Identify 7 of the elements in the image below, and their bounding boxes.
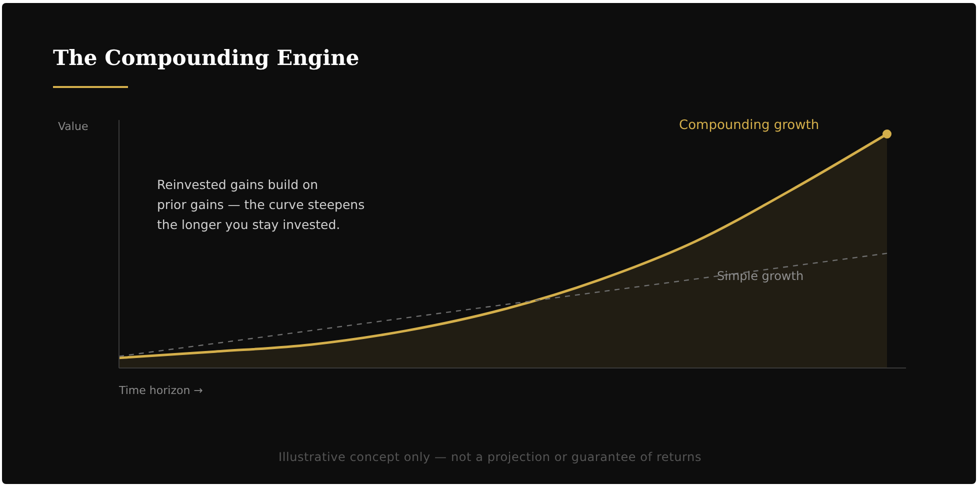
- text: Illustrative concept only — not a projection or guarantee of returns: [277, 450, 702, 464]
- text: Compounding growth: [679, 118, 820, 133]
- annotation: Reinvested gains build on prior gains — the curve steepens the longer you stay invested.: [157, 176, 365, 234]
- y-axis-title: Value: [58, 120, 88, 133]
- x-axis-title: Time horizon →: [119, 384, 203, 397]
- chart-title: The Compounding Engine: [53, 45, 360, 70]
- series-label: Simple growth: [717, 269, 804, 283]
